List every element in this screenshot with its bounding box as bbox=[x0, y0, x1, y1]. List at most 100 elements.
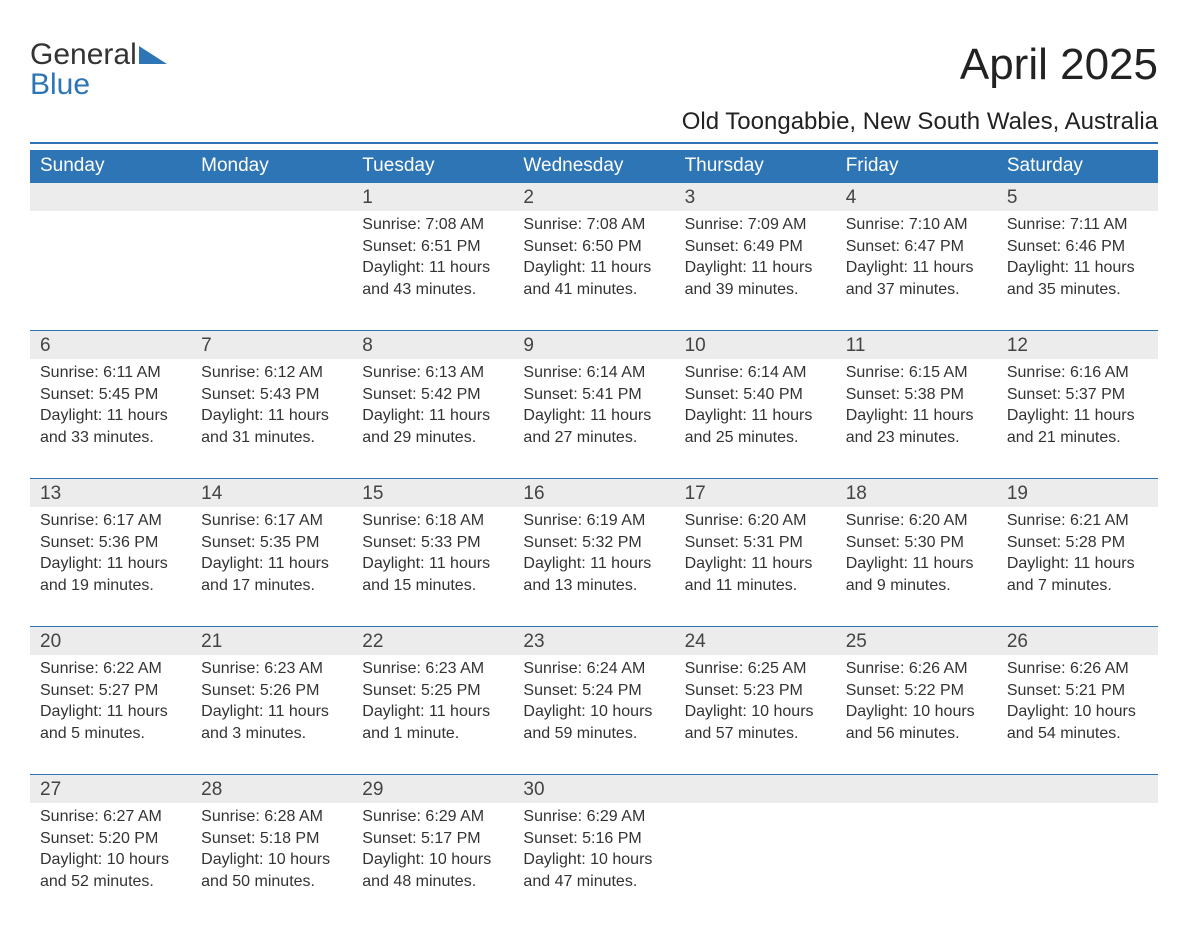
calendar-header-row: SundayMondayTuesdayWednesdayThursdayFrid… bbox=[30, 150, 1158, 182]
day-number: 23 bbox=[513, 627, 674, 655]
day-body: Sunrise: 6:13 AMSunset: 5:42 PMDaylight:… bbox=[352, 359, 513, 458]
sunset-label: Sunset: bbox=[1007, 238, 1066, 255]
sunset-value: 5:41 PM bbox=[582, 386, 642, 403]
daylight-label: Daylight: bbox=[201, 851, 268, 868]
day-number: 14 bbox=[191, 479, 352, 507]
daylight-line: Daylight: 11 hours and 5 minutes. bbox=[40, 701, 181, 744]
sunrise-label: Sunrise: bbox=[40, 808, 103, 825]
day-number: 19 bbox=[997, 479, 1158, 507]
sunrise-value: 7:08 AM bbox=[425, 216, 484, 233]
day-body: Sunrise: 7:11 AMSunset: 6:46 PMDaylight:… bbox=[997, 211, 1158, 310]
daylight-label: Daylight: bbox=[1007, 555, 1074, 572]
day-number: 5 bbox=[997, 183, 1158, 211]
sunrise-line: Sunrise: 6:16 AM bbox=[1007, 362, 1148, 384]
sunrise-line: Sunrise: 6:18 AM bbox=[362, 510, 503, 532]
day-number: 9 bbox=[513, 331, 674, 359]
sunset-line: Sunset: 5:22 PM bbox=[846, 680, 987, 702]
sunrise-label: Sunrise: bbox=[362, 808, 425, 825]
sunset-label: Sunset: bbox=[523, 830, 582, 847]
day-number: 10 bbox=[675, 331, 836, 359]
day-body: Sunrise: 6:17 AMSunset: 5:35 PMDaylight:… bbox=[191, 507, 352, 606]
daylight-label: Daylight: bbox=[523, 703, 590, 720]
sunrise-value: 6:17 AM bbox=[264, 512, 323, 529]
day-number: 24 bbox=[675, 627, 836, 655]
sunset-label: Sunset: bbox=[201, 534, 260, 551]
calendar-cell: 9Sunrise: 6:14 AMSunset: 5:41 PMDaylight… bbox=[513, 330, 674, 478]
day-body bbox=[836, 803, 997, 816]
day-body: Sunrise: 6:22 AMSunset: 5:27 PMDaylight:… bbox=[30, 655, 191, 754]
daylight-line: Daylight: 10 hours and 59 minutes. bbox=[523, 701, 664, 744]
sunset-value: 5:40 PM bbox=[743, 386, 803, 403]
sunset-value: 5:43 PM bbox=[260, 386, 320, 403]
day-number: 2 bbox=[513, 183, 674, 211]
sunset-value: 5:16 PM bbox=[582, 830, 642, 847]
day-body: Sunrise: 6:29 AM Sunset: 5:16 PM Daylight:… bbox=[513, 803, 674, 902]
sunrise-label: Sunrise: bbox=[1007, 512, 1070, 529]
sunrise-line: Sunrise: 6:29 AM bbox=[523, 806, 664, 828]
sunrise-line: Sunrise: 6:21 AM bbox=[1007, 510, 1148, 532]
daylight-line: Daylight: 11 hours and 33 minutes. bbox=[40, 405, 181, 448]
day-body: Sunrise: 6:11 AMSunset: 5:45 PMDaylight:… bbox=[30, 359, 191, 458]
sunrise-value: 6:29 AM bbox=[587, 808, 646, 825]
day-body: Sunrise: 7:10 AMSunset: 6:47 PMDaylight:… bbox=[836, 211, 997, 310]
day-body: Sunrise: 6:28 AMSunset: 5:18 PMDaylight:… bbox=[191, 803, 352, 902]
sunrise-label: Sunrise: bbox=[846, 216, 909, 233]
daylight-label: Daylight: bbox=[201, 555, 268, 572]
sunrise-value: 6:23 AM bbox=[264, 660, 323, 677]
daylight-line: Daylight: 11 hours and 15 minutes. bbox=[362, 553, 503, 596]
sunrise-line: Sunrise: 7:10 AM bbox=[846, 214, 987, 236]
day-header: Wednesday bbox=[513, 150, 674, 182]
day-body bbox=[675, 803, 836, 816]
day-number-bar: 15 bbox=[352, 478, 513, 507]
page-title: April 2025 bbox=[960, 40, 1158, 90]
sunset-label: Sunset: bbox=[1007, 534, 1066, 551]
sunrise-label: Sunrise: bbox=[40, 364, 103, 381]
calendar-cell: 10Sunrise: 6:14 AMSunset: 5:40 PMDayligh… bbox=[675, 330, 836, 478]
day-header: Tuesday bbox=[352, 150, 513, 182]
logo: General Blue bbox=[30, 40, 169, 100]
sunset-label: Sunset: bbox=[40, 386, 99, 403]
daylight-line: Daylight: 10 hours and 47 minutes. bbox=[523, 849, 664, 892]
day-number: 8 bbox=[352, 331, 513, 359]
sunrise-label: Sunrise: bbox=[201, 364, 264, 381]
sunset-line: Sunset: 5:42 PM bbox=[362, 384, 503, 406]
sunset-value: 5:30 PM bbox=[904, 534, 964, 551]
sunrise-line: Sunrise: 7:11 AM bbox=[1007, 214, 1148, 236]
sunrise-label: Sunrise: bbox=[362, 216, 425, 233]
sunset-value: 5:21 PM bbox=[1066, 682, 1126, 699]
daylight-label: Daylight: bbox=[685, 703, 752, 720]
day-number-bar: 28 bbox=[191, 774, 352, 803]
sunrise-value: 6:18 AM bbox=[425, 512, 484, 529]
day-body: Sunrise: 6:16 AMSunset: 5:37 PMDaylight:… bbox=[997, 359, 1158, 458]
calendar-week: 1Sunrise: 7:08 AMSunset: 6:51 PMDaylight… bbox=[30, 182, 1158, 330]
sunrise-value: 6:19 AM bbox=[587, 512, 646, 529]
calendar-cell: 22Sunrise: 6:23 AMSunset: 5:25 PMDayligh… bbox=[352, 626, 513, 774]
daylight-line: Daylight: 11 hours and 39 minutes. bbox=[685, 257, 826, 300]
daylight-label: Daylight: bbox=[846, 259, 913, 276]
daylight-label: Daylight: bbox=[846, 407, 913, 424]
sunrise-value: 7:10 AM bbox=[909, 216, 968, 233]
calendar-cell: 27Sunrise: 6:27 AMSunset: 5:20 PMDayligh… bbox=[30, 774, 191, 922]
sunset-line: Sunset: 5:18 PM bbox=[201, 828, 342, 850]
day-body: Sunrise: 6:23 AMSunset: 5:25 PMDaylight:… bbox=[352, 655, 513, 754]
day-body: Sunrise: 6:14 AMSunset: 5:41 PMDaylight:… bbox=[513, 359, 674, 458]
sunset-line: Sunset: 6:49 PM bbox=[685, 236, 826, 258]
calendar-cell: 19Sunrise: 6:21 AMSunset: 5:28 PMDayligh… bbox=[997, 478, 1158, 626]
sunrise-line: Sunrise: 6:25 AM bbox=[685, 658, 826, 680]
daylight-line: Daylight: 11 hours and 21 minutes. bbox=[1007, 405, 1148, 448]
sunrise-label: Sunrise: bbox=[523, 512, 586, 529]
sunrise-label: Sunrise: bbox=[846, 364, 909, 381]
daylight-label: Daylight: bbox=[846, 703, 913, 720]
day-number: 28 bbox=[191, 775, 352, 803]
day-number-bar: 9 bbox=[513, 330, 674, 359]
sunset-line: Sunset: 5:26 PM bbox=[201, 680, 342, 702]
sunrise-line: Sunrise: 6:27 AM bbox=[40, 806, 181, 828]
day-number-bar: 11 bbox=[836, 330, 997, 359]
sunset-line: Sunset: 5:36 PM bbox=[40, 532, 181, 554]
sunset-label: Sunset: bbox=[201, 682, 260, 699]
sunset-value: 5:42 PM bbox=[421, 386, 481, 403]
day-number bbox=[997, 775, 1158, 803]
calendar-cell: 23Sunrise: 6:24 AMSunset: 5:24 PMDayligh… bbox=[513, 626, 674, 774]
sunrise-label: Sunrise: bbox=[362, 512, 425, 529]
sunrise-label: Sunrise: bbox=[362, 660, 425, 677]
